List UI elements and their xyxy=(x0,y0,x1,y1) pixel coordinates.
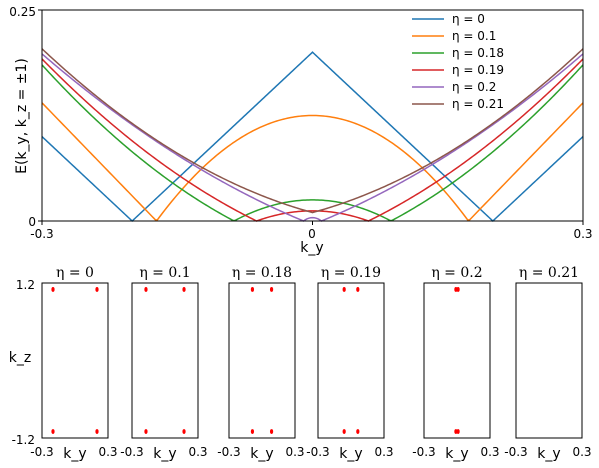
weyl-point-1-2 xyxy=(144,429,148,434)
panel-y-tick-bottom: -1.2 xyxy=(12,433,35,447)
weyl-point-0-0 xyxy=(51,287,55,292)
panel-x-axis-label-5: k_y xyxy=(537,446,560,462)
panel-x-tick-left-5: -0.3 xyxy=(504,445,527,459)
panel-frame-4 xyxy=(423,282,491,439)
panel-4: η = 0.2 -0.3 0.3 k_y xyxy=(412,265,499,462)
legend-label-3: η = 0.19 xyxy=(452,63,504,77)
legend-label-5: η = 0.21 xyxy=(452,97,504,111)
panel-y-tick-top: 1.2 xyxy=(16,278,35,292)
series-line-2 xyxy=(41,64,584,222)
panel-x-tick-left-3: -0.3 xyxy=(306,445,329,459)
top-ticks xyxy=(38,9,584,225)
panel-frame-1 xyxy=(131,282,199,439)
x-axis-label: k_y xyxy=(300,240,323,256)
weyl-point-2-3 xyxy=(269,429,274,434)
panel-x-axis-label-1: k_y xyxy=(153,446,176,462)
series-line-4 xyxy=(41,53,584,222)
weyl-point-0-1 xyxy=(95,287,99,292)
y-tick-label-top: 0.25 xyxy=(9,5,36,19)
legend: η = 0 η = 0.1 η = 0.18 η = 0.19 η = 0.2 η = 0… xyxy=(412,12,504,111)
x-tick-label-left: -0.3 xyxy=(30,227,53,241)
legend-label-0: η = 0 xyxy=(452,12,485,26)
series-line-3 xyxy=(41,58,584,222)
legend-label-2: η = 0.18 xyxy=(452,46,504,60)
weyl-point-0-3 xyxy=(95,429,99,434)
y-axis-label: E(k_y, k_z = ±1) xyxy=(14,58,30,174)
weyl-point-1-1 xyxy=(182,287,186,292)
series-line-1 xyxy=(41,102,584,221)
panel-x-tick-right-5: 0.3 xyxy=(572,445,591,459)
weyl-point-panels: η = 0-0.3 0.3k_yη = 0.1-0.3 0.3k_yη = 0.18… xyxy=(30,265,591,462)
weyl-point-3-2 xyxy=(342,429,346,434)
legend-label-4: η = 0.2 xyxy=(452,80,496,94)
panel-y-axis-label: k_z xyxy=(9,350,31,366)
panel-x-tick-right-0: 0.3 xyxy=(98,445,117,459)
panel-title-1: η = 0.1 xyxy=(139,265,190,281)
weyl-point-2-1 xyxy=(269,287,274,292)
panel-x-tick-right-1: 0.3 xyxy=(188,445,207,459)
x-tick-label-right: 0.3 xyxy=(573,227,592,241)
panel-2: η = 0.18 -0.3 0.3 k_y xyxy=(217,265,304,462)
panel-x-axis-label-2: k_y xyxy=(250,446,273,462)
panel-x-tick-left-0: -0.3 xyxy=(30,445,53,459)
panel-x-tick-left-4: -0.3 xyxy=(412,445,435,459)
panel-frame-0 xyxy=(41,282,109,439)
panel-x-axis-label-0: k_y xyxy=(63,446,86,462)
panel-title-4: η = 0.2 xyxy=(431,265,482,281)
panel-title-3: η = 0.19 xyxy=(321,265,381,281)
series-line-0 xyxy=(41,51,584,223)
panel-x-tick-left-2: -0.3 xyxy=(217,445,240,459)
weyl-point-4-3 xyxy=(456,429,460,434)
weyl-point-2-2 xyxy=(250,429,255,434)
x-tick-label-center: 0 xyxy=(308,227,316,241)
weyl-point-1-0 xyxy=(144,287,148,292)
panel-3: η = 0.19 -0.3 0.3 k_y xyxy=(306,265,393,462)
panel-frame-5 xyxy=(515,282,583,439)
weyl-point-3-0 xyxy=(342,287,346,292)
panel-frame-3 xyxy=(317,282,385,439)
y-tick-label-bottom: 0 xyxy=(28,215,36,229)
weyl-point-2-0 xyxy=(250,287,255,292)
panel-title-0: η = 0 xyxy=(56,265,94,281)
panel-x-tick-left-1: -0.3 xyxy=(120,445,143,459)
weyl-point-4-1 xyxy=(456,287,460,292)
energy-band-chart: 0.25 0 -0.3 0 0.3 k_y E(k_y, k_z = ±1) η… xyxy=(9,5,592,256)
weyl-point-4-0 xyxy=(454,287,458,292)
panel-title-5: η = 0.21 xyxy=(519,265,579,281)
panel-x-axis-label-3: k_y xyxy=(339,446,362,462)
panel-frame-2 xyxy=(228,282,296,439)
panel-1: η = 0.1 -0.3 0.3 k_y xyxy=(120,265,207,462)
weyl-point-3-1 xyxy=(356,287,360,292)
panel-5: η = 0.21 -0.3 0.3 k_y xyxy=(504,265,591,462)
panel-x-tick-right-4: 0.3 xyxy=(480,445,499,459)
weyl-point-1-3 xyxy=(182,429,186,434)
legend-label-1: η = 0.1 xyxy=(452,29,496,43)
weyl-point-0-2 xyxy=(51,429,55,434)
panel-x-tick-right-2: 0.3 xyxy=(285,445,304,459)
panel-x-tick-right-3: 0.3 xyxy=(374,445,393,459)
panel-0: η = 0 -0.3 0.3 k_y xyxy=(30,265,117,462)
panel-title-2: η = 0.18 xyxy=(232,265,292,281)
weyl-point-3-3 xyxy=(356,429,360,434)
series-line-5 xyxy=(41,48,584,214)
weyl-point-4-2 xyxy=(454,429,458,434)
panel-x-axis-label-4: k_y xyxy=(445,446,468,462)
